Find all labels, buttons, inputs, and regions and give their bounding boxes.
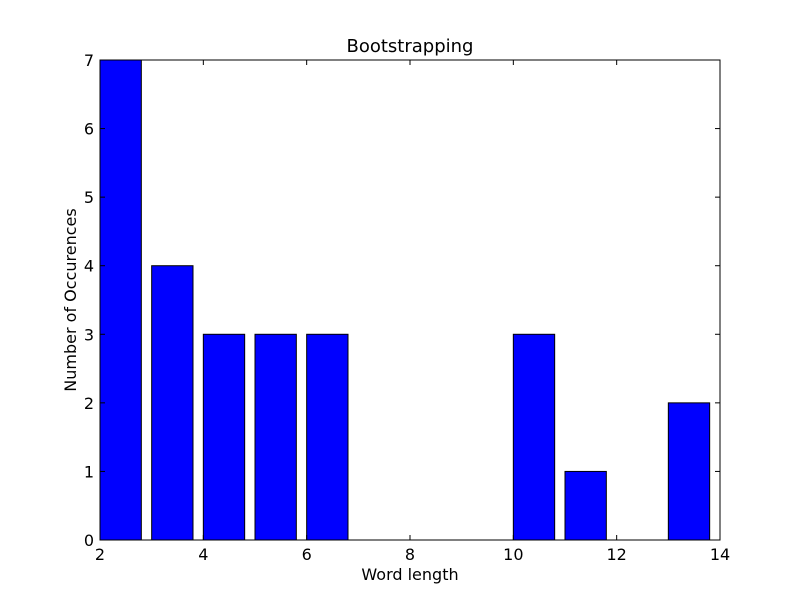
x-tick-label-6: 6: [302, 545, 312, 564]
chart-title: Bootstrapping: [347, 36, 474, 57]
y-tick-label-4: 4: [84, 257, 94, 276]
y-tick-label-1: 1: [84, 462, 94, 481]
bar-11: [564, 470, 607, 541]
bar-5: [254, 333, 297, 541]
y-tick-label-6: 6: [84, 120, 94, 139]
bar-4: [202, 333, 246, 541]
bar-10: [512, 333, 556, 541]
bar-2: [99, 59, 142, 541]
bar-3: [151, 265, 194, 541]
x-tick-label-8: 8: [405, 545, 415, 564]
y-tick-label-2: 2: [84, 394, 94, 413]
x-axis-label: Word length: [361, 565, 458, 584]
x-tick-label-12: 12: [606, 545, 626, 564]
y-axis-label: Number of Occurences: [61, 208, 80, 391]
x-tick-label-2: 2: [95, 545, 105, 564]
y-tick-label-3: 3: [84, 325, 94, 344]
bar-6: [306, 333, 349, 541]
bar-13: [667, 402, 711, 541]
y-tick-label-0: 0: [84, 531, 94, 550]
y-tick-label-5: 5: [84, 188, 94, 207]
x-tick-label-4: 4: [198, 545, 208, 564]
y-tick-label-7: 7: [84, 51, 94, 70]
x-tick-label-10: 10: [503, 545, 523, 564]
x-tick-label-14: 14: [710, 545, 730, 564]
